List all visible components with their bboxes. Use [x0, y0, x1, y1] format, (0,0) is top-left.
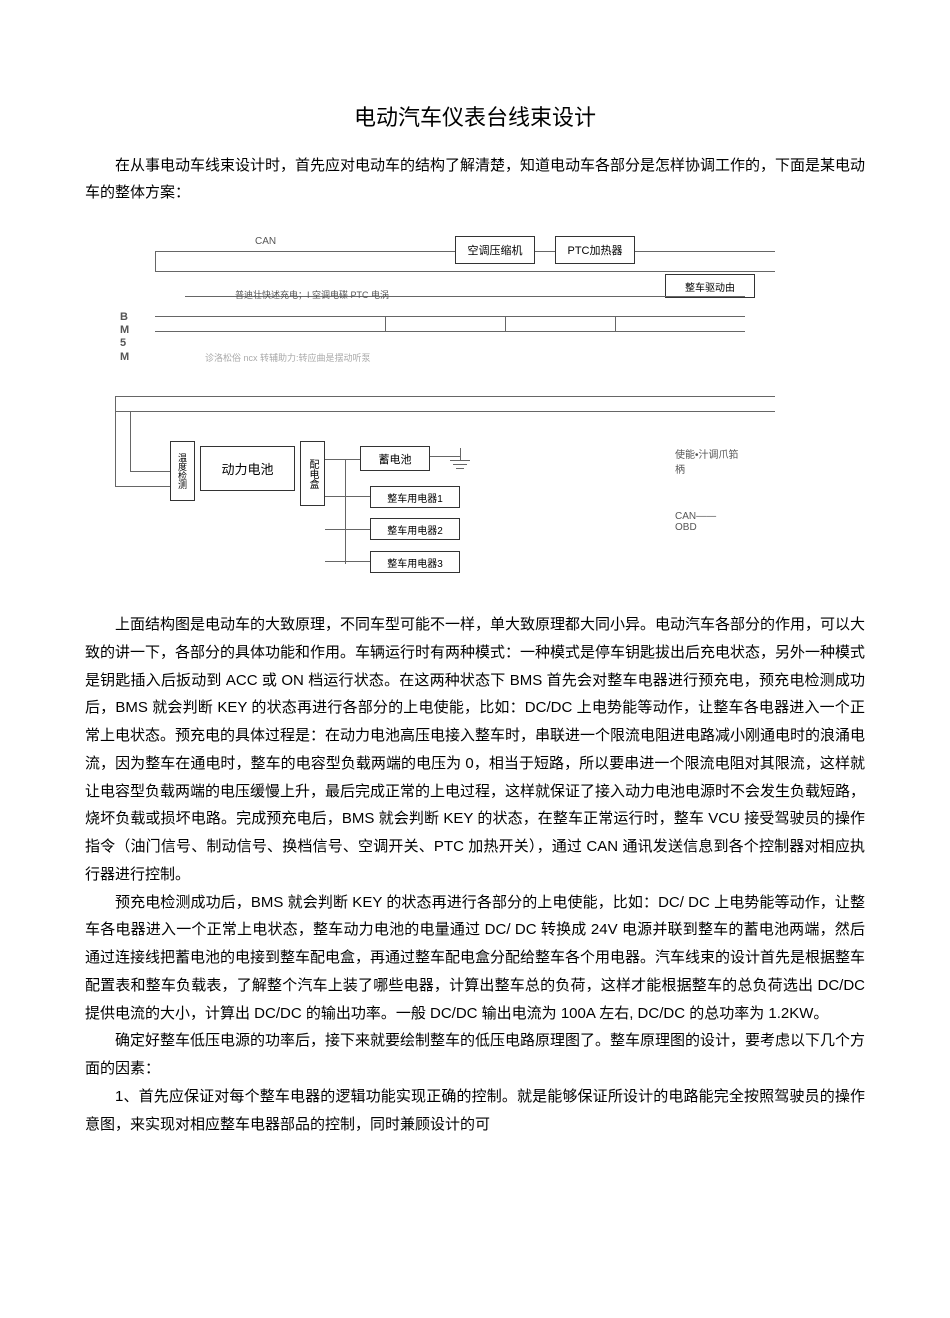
system-diagram: CAN 空调压缩机 PTC加热器 整车驱动由 普迪壮快述充电；I 空调电碟 PT… [85, 216, 865, 596]
box-distribution: 配电盒 [300, 441, 325, 506]
paragraph-3: 确定好整车低压电源的功率后，接下来就要绘制整车的低压电路原理图了。整车原理图的设… [85, 1027, 865, 1083]
box-drive: 整车驱动由 [665, 274, 755, 298]
paragraph-1: 上面结构图是电动车的大致原理，不同车型可能不一样，单大致原理都大同小异。电动汽车… [85, 611, 865, 889]
box-ev3: 整车用电器3 [370, 551, 460, 573]
box-temp-detect: 温度检测 [170, 441, 195, 501]
label-can-obd: CAN—— OBD [675, 511, 716, 533]
box-ptc-heater: PTC加热器 [555, 236, 635, 264]
body-text: 上面结构图是电动车的大致原理，不同车型可能不一样，单大致原理都大同小异。电动汽车… [85, 611, 865, 1138]
label-dcx: 诊洛松俗 ncx 转辅助力:转应曲是摆动听泵 [205, 351, 371, 364]
label-enable: 使能•汁调爪筘 柄 [675, 446, 739, 476]
box-power-battery: 动力电池 [200, 446, 295, 491]
paragraph-2: 预充电检测成功后，BMS 就会判断 KEY 的状态再进行各部分的上电使能，比如：… [85, 889, 865, 1028]
can-label: CAN [255, 236, 276, 247]
box-ac-compressor: 空调压缩机 [455, 236, 535, 264]
page-title: 电动汽车仪表台线束设计 [85, 100, 865, 132]
box-ev2: 整车用电器2 [370, 518, 460, 540]
label-fast-charge: 普迪壮快述充电；I 空调电碟 PTC 电涡 [235, 288, 389, 301]
intro-paragraph: 在从事电动车线束设计时，首先应对电动车的结构了解清楚，知道电动车各部分是怎样协调… [85, 152, 865, 206]
bms-label: B M 5 M [120, 311, 129, 364]
box-storage-battery: 蓄电池 [360, 446, 430, 471]
box-ev1: 整车用电器1 [370, 486, 460, 508]
paragraph-4: 1、首先应保证对每个整车电器的逻辑功能实现正确的控制。就是能够保证所设计的电路能… [85, 1083, 865, 1139]
